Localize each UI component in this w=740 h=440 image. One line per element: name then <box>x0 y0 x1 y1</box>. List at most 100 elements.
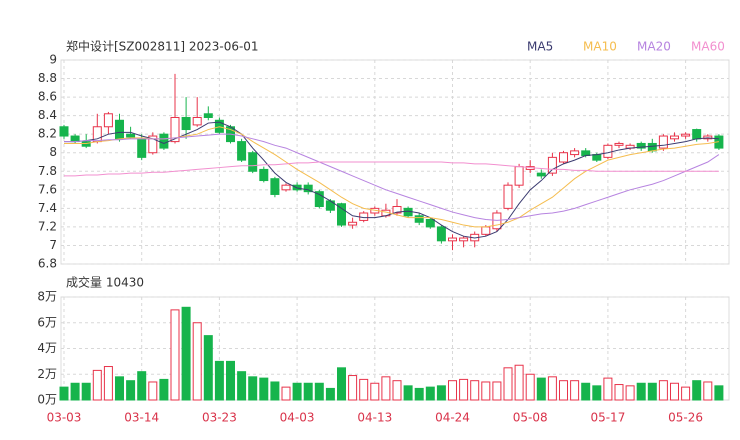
candle-body <box>259 168 269 182</box>
volume-bar <box>658 380 668 401</box>
volume-bar <box>92 369 102 401</box>
candle-body <box>237 141 247 161</box>
y-tick-label: 0万 <box>37 393 57 407</box>
volume-bar <box>492 381 502 401</box>
ma-line <box>64 161 719 177</box>
candle-body <box>481 226 491 235</box>
legend-entry: MA60 <box>691 40 725 54</box>
volume-bar <box>259 377 269 401</box>
legend-entry: MA5 <box>527 40 553 54</box>
volume-bar <box>70 382 80 401</box>
volume-bar <box>625 385 635 401</box>
volume-bar <box>303 382 313 401</box>
volume-bar <box>81 382 91 401</box>
volume-bar <box>714 385 724 401</box>
candle-body <box>636 142 646 149</box>
volume-bar <box>248 376 258 401</box>
y-tick-label: 7.6 <box>38 182 57 196</box>
candle-body <box>70 135 80 143</box>
candle-body <box>281 184 291 191</box>
volume-bar <box>203 335 213 401</box>
candle-body <box>348 221 358 226</box>
candle-body <box>126 133 136 138</box>
volume-bar <box>170 309 180 401</box>
volume-bar <box>137 371 147 401</box>
volume-bar <box>403 385 413 401</box>
volume-bar <box>314 382 324 401</box>
candle-body <box>681 133 691 137</box>
x-tick-label: 03-23 <box>202 411 237 425</box>
legend-entry: MA10 <box>583 40 617 54</box>
volume-bar <box>348 375 358 401</box>
y-tick-label: 9 <box>49 53 57 67</box>
x-tick-label: 05-26 <box>668 411 703 425</box>
candle-body <box>547 156 557 174</box>
candle-body <box>303 184 313 193</box>
x-tick-label: 03-03 <box>47 411 82 425</box>
volume-bar <box>115 376 124 401</box>
volume-bar <box>670 382 679 401</box>
volume-bar <box>237 371 247 401</box>
x-tick-label: 04-24 <box>435 411 470 425</box>
y-tick-label: 4万 <box>37 341 57 355</box>
volume-bar <box>425 386 435 401</box>
volume-bar <box>547 376 557 401</box>
volume-bar <box>214 360 224 401</box>
candle-body <box>559 152 568 163</box>
volume-bar <box>292 382 302 401</box>
volume-bar <box>614 384 624 401</box>
volume-bar <box>281 386 291 401</box>
candle-body <box>115 119 124 140</box>
volume-bar <box>581 382 591 401</box>
y-tick-label: 7 <box>49 238 57 252</box>
candle-body <box>448 237 457 242</box>
candle-body <box>337 203 346 226</box>
y-tick-label: 7.2 <box>38 219 57 233</box>
volume-bar <box>603 377 613 401</box>
candle-body <box>536 172 546 177</box>
candle-body <box>647 142 657 152</box>
x-tick-label: 04-03 <box>280 411 315 425</box>
candle-body <box>314 191 324 208</box>
volume-bar <box>514 364 524 401</box>
volume-bar <box>592 385 602 401</box>
volume-bar <box>570 380 580 401</box>
volume-bar <box>148 381 158 401</box>
x-tick-label: 04-13 <box>357 411 392 425</box>
candle-body <box>592 154 602 161</box>
volume-bar <box>159 378 169 401</box>
volume-title: 成交量 10430 <box>66 275 144 290</box>
candle-body <box>692 129 702 140</box>
candle-body <box>414 215 424 223</box>
volume-bar <box>470 380 480 401</box>
volume-bar <box>692 380 702 401</box>
chart-title: 郑中设计[SZ002811] 2023-06-01 <box>66 39 259 54</box>
candle-body <box>658 135 668 149</box>
volume-bar <box>270 381 280 401</box>
y-tick-label: 6万 <box>37 315 57 329</box>
candle-body <box>137 138 147 158</box>
volume-bar <box>536 377 546 401</box>
volume-bar <box>192 322 202 401</box>
volume-bar <box>126 380 136 401</box>
y-tick-label: 8 <box>49 145 57 159</box>
x-tick-label: 05-08 <box>513 411 548 425</box>
candle-body <box>514 166 524 186</box>
ma-line <box>64 133 720 221</box>
candle-body <box>203 113 213 118</box>
x-tick-label: 05-17 <box>590 411 625 425</box>
volume-bar <box>359 378 369 401</box>
y-tick-label: 8.4 <box>38 108 57 122</box>
y-tick-label: 8.2 <box>38 127 57 141</box>
volume-bar <box>436 385 446 401</box>
volume-bar <box>636 382 646 401</box>
volume-bar <box>392 380 402 401</box>
candle-body <box>570 150 580 156</box>
y-tick-label: 2万 <box>37 367 57 381</box>
y-tick-label: 6.8 <box>38 257 57 271</box>
candle-body <box>270 178 280 195</box>
candle-body <box>425 218 435 228</box>
volume-bar <box>703 381 713 401</box>
volume-bar <box>226 360 235 401</box>
